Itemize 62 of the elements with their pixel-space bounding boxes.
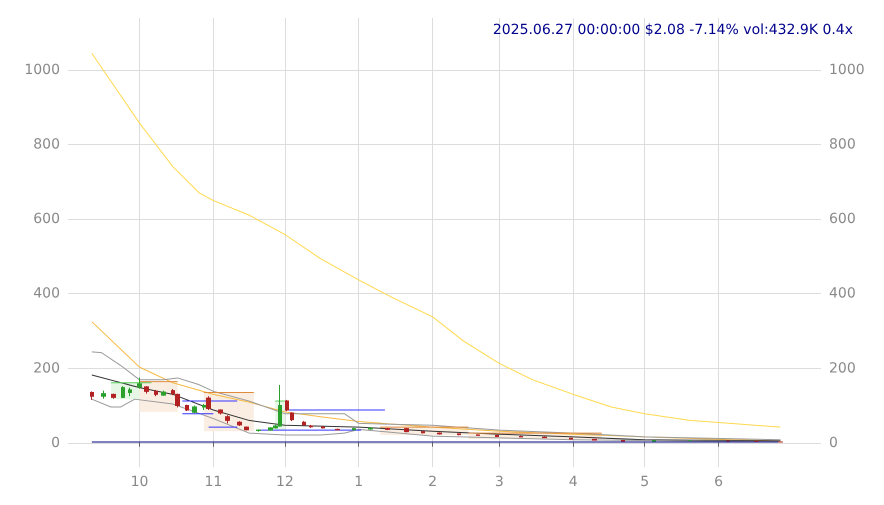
candlestick [171, 388, 175, 396]
candlestick [237, 420, 242, 427]
x-tick-label: 5 [640, 474, 650, 490]
candlestick [175, 393, 180, 408]
y-tick-label: 0 [51, 434, 60, 451]
candlestick [285, 399, 289, 412]
x-tick-label: 1 [354, 474, 364, 490]
candlestick [385, 427, 390, 431]
candlestick [437, 432, 442, 436]
candlestick [90, 390, 94, 400]
candlestick [309, 424, 313, 428]
x-tick-label: 10 [130, 474, 148, 490]
y-tick-label: 800 [33, 136, 60, 153]
candlestick [421, 430, 425, 434]
x-tick-label: 6 [714, 474, 724, 490]
candlestick [111, 393, 116, 400]
candlestick [457, 432, 461, 436]
y2-tick-label: 0 [829, 434, 838, 451]
candlestick [225, 414, 230, 424]
y-tick-label: 1000 [24, 62, 60, 78]
y2-tick-label: 200 [829, 360, 856, 376]
candlestick [244, 426, 249, 431]
candlestick [144, 386, 149, 394]
candlestick [592, 438, 597, 442]
y-tick-label: 200 [33, 360, 60, 376]
candlestick [121, 386, 125, 399]
candlestick [128, 387, 132, 397]
x-tick-label: 11 [204, 474, 222, 490]
y-tick-label: 600 [33, 211, 60, 228]
y2-tick-label: 600 [829, 211, 856, 228]
candlestick [519, 435, 523, 438]
candlestick [137, 377, 142, 390]
x-tick-label: 12 [276, 474, 294, 490]
y2-tick-label: 400 [829, 286, 856, 302]
candlestick [335, 428, 340, 431]
y-tick-label: 400 [33, 286, 60, 302]
candlestick [404, 427, 409, 433]
candlestick [321, 426, 325, 430]
candlestick [192, 405, 197, 414]
candlestick [352, 427, 356, 431]
candlestick [101, 390, 106, 400]
candlestick [476, 434, 480, 436]
candlestick [154, 389, 158, 397]
candlestick [495, 434, 499, 438]
candlestick [368, 426, 373, 430]
x-tick-label: 2 [428, 474, 438, 490]
candlestick [202, 404, 206, 410]
x-tick-label: 3 [494, 474, 504, 490]
line-series [91, 52, 781, 428]
candlestick [256, 428, 261, 432]
x-tick-label: 4 [568, 474, 578, 490]
candlestick [542, 436, 547, 438]
candlestick [185, 404, 189, 412]
candlestick [290, 412, 294, 422]
candlestick [569, 437, 573, 440]
candlestick [218, 408, 223, 415]
candlestick [206, 396, 211, 410]
y2-tick-label: 800 [829, 136, 856, 153]
candlestick [161, 390, 166, 396]
chart-title: 2025.06.27 00:00:00 $2.08 -7.14% vol:432.9K 0.4x [492, 22, 854, 38]
y2-tick-label: 1000 [829, 62, 865, 78]
candlestick [302, 420, 306, 426]
